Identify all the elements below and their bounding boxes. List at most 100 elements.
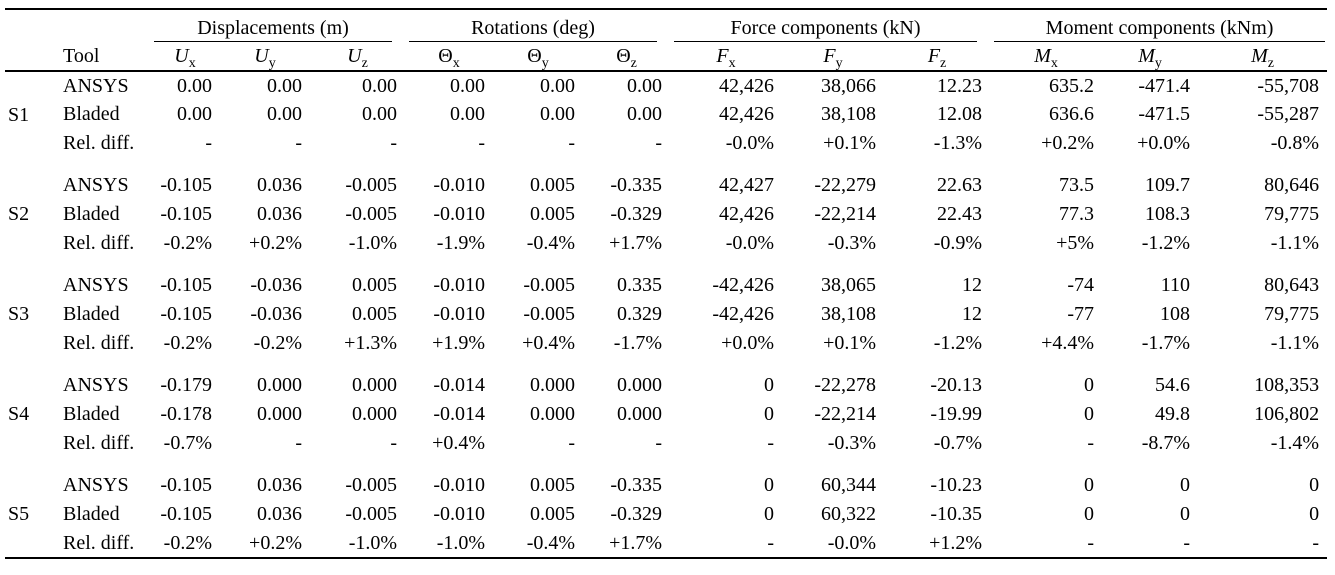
value-cell: 636.6 bbox=[1049, 103, 1095, 125]
section-gap-cell bbox=[5, 158, 1327, 171]
table-row-s5-bladed: Bladed -0.105 0.036 -0.005 -0.010 0.005 -0.329… bbox=[5, 500, 1327, 529]
value-cell: 0.00 bbox=[267, 74, 302, 97]
group-label-force-components: Force components (kN) bbox=[730, 17, 921, 39]
tool-cell: Rel. diff. bbox=[63, 232, 135, 254]
value-cell: -471.5 bbox=[1138, 103, 1191, 125]
header-spacer bbox=[5, 42, 55, 72]
value-cell: - bbox=[568, 132, 576, 154]
value-cell: -1.0% bbox=[436, 531, 486, 554]
value-cell: 0.036 bbox=[257, 503, 302, 525]
tool-cell: ANSYS bbox=[63, 474, 129, 496]
value-cell: -471.4 bbox=[1138, 74, 1191, 97]
value-cell: -10.23 bbox=[930, 474, 983, 496]
section-label-s1: S1 bbox=[8, 103, 30, 126]
value-cell: 0.000 bbox=[617, 374, 663, 396]
value-cell: -0.329 bbox=[610, 203, 663, 225]
table-row-s3-rel-diff: Rel. diff. -0.2% -0.2% +1.3% +1.9% +0.4% -1.7%… bbox=[5, 329, 1327, 358]
column-header-u-x: Ux bbox=[150, 42, 220, 72]
value-cell: 80,643 bbox=[1264, 274, 1320, 296]
value-cell: -77 bbox=[1067, 303, 1095, 325]
header-spacer bbox=[5, 9, 150, 42]
value-cell: 22.63 bbox=[937, 174, 983, 196]
value-cell: -0.105 bbox=[160, 474, 212, 496]
value-cell: +0.1% bbox=[823, 132, 877, 154]
value-cell: 77.3 bbox=[1059, 203, 1095, 225]
value-cell: -0.2% bbox=[163, 332, 212, 354]
value-cell: 42,426 bbox=[719, 74, 775, 97]
value-cell: 38,108 bbox=[821, 103, 877, 125]
value-cell: 0.329 bbox=[617, 303, 663, 325]
tool-cell: Bladed bbox=[63, 103, 120, 125]
value-cell: -0.105 bbox=[160, 274, 212, 296]
value-cell: - bbox=[390, 132, 398, 154]
tool-cell: Rel. diff. bbox=[63, 332, 135, 354]
value-cell: 0.005 bbox=[530, 174, 576, 196]
value-cell: -20.13 bbox=[930, 374, 983, 396]
value-cell: -0.329 bbox=[610, 503, 663, 525]
group-header-force-components: Force components (kN) bbox=[670, 9, 990, 42]
value-cell: 54.6 bbox=[1155, 374, 1191, 396]
value-cell: -10.35 bbox=[930, 503, 983, 525]
group-header-moment-components: Moment components (kNm) bbox=[990, 9, 1327, 42]
section-gap-cell bbox=[5, 458, 1327, 471]
value-cell: - bbox=[767, 432, 775, 454]
value-cell: - bbox=[1087, 531, 1095, 554]
tool-cell: Bladed bbox=[63, 503, 120, 525]
column-header-row: Tool Ux Uy Uz Θx Θy Θz Fx Fy Fz Mx My Mz bbox=[5, 42, 1328, 72]
value-cell: -42,426 bbox=[712, 303, 775, 325]
value-cell: +0.4% bbox=[432, 432, 486, 454]
value-cell: 42,427 bbox=[719, 174, 775, 196]
table-row-s1-bladed: Bladed 0.00 0.00 0.00 0.00 0.00 0.00 42,426 38,1… bbox=[5, 100, 1327, 129]
value-cell: 42,426 bbox=[719, 203, 775, 225]
value-cell: - bbox=[1183, 531, 1191, 554]
value-cell: 0 bbox=[1084, 374, 1095, 396]
value-cell: 60,344 bbox=[821, 474, 877, 496]
value-cell: -0.010 bbox=[433, 274, 486, 296]
value-cell: 0 bbox=[1180, 503, 1191, 525]
value-cell: - bbox=[205, 132, 212, 154]
value-cell: -0.005 bbox=[345, 503, 398, 525]
table-row-s3-bladed: Bladed -0.105 -0.036 0.005 -0.010 -0.005 0.329… bbox=[5, 300, 1327, 329]
value-cell: +0.2% bbox=[1041, 132, 1095, 154]
group-label-moment-components: Moment components (kNm) bbox=[1045, 17, 1274, 39]
value-cell: -1.2% bbox=[933, 332, 983, 354]
value-cell: - bbox=[295, 432, 302, 454]
value-cell: 108.3 bbox=[1145, 203, 1191, 225]
column-header-theta-z: Θz bbox=[583, 42, 671, 72]
value-cell: -0.105 bbox=[160, 174, 212, 196]
table-row-s1-rel-diff: Rel. diff. - - - - - - -0.0% +0.1% -1.3% +0.2% +0.0… bbox=[5, 129, 1327, 158]
section-gap bbox=[5, 458, 1327, 471]
value-cell: 0 bbox=[1180, 474, 1191, 496]
value-cell: -22,279 bbox=[814, 174, 877, 196]
value-cell: 0.005 bbox=[530, 474, 576, 496]
value-cell: -0.7% bbox=[933, 432, 983, 454]
value-cell: 0.000 bbox=[352, 374, 398, 396]
value-cell: 0.000 bbox=[617, 403, 663, 425]
value-cell: -0.0% bbox=[827, 531, 877, 554]
value-cell: -0.010 bbox=[433, 474, 486, 496]
value-cell: -0.005 bbox=[523, 303, 576, 325]
section-gap-cell bbox=[5, 358, 1327, 371]
value-cell: 0.00 bbox=[267, 103, 302, 125]
value-cell: 0.00 bbox=[627, 74, 663, 97]
group-header-row: Displacements (m) Rotations (deg) Force … bbox=[5, 9, 1327, 42]
value-cell: +1.2% bbox=[929, 531, 983, 554]
value-cell: 12 bbox=[962, 303, 983, 325]
value-cell: 0.000 bbox=[530, 374, 576, 396]
value-cell: +1.7% bbox=[609, 531, 663, 554]
table-row-s2-rel-diff: Rel. diff. -0.2% +0.2% -1.0% -1.9% -0.4% +1.7%… bbox=[5, 229, 1327, 258]
value-cell: -0.105 bbox=[160, 203, 212, 225]
value-cell: +0.0% bbox=[1137, 132, 1191, 154]
value-cell: 109.7 bbox=[1145, 174, 1191, 196]
value-cell: 0.335 bbox=[617, 274, 663, 296]
value-cell: 0.00 bbox=[627, 103, 663, 125]
value-cell: 0 bbox=[1309, 474, 1320, 496]
value-cell: - bbox=[478, 132, 486, 154]
tool-cell: Rel. diff. bbox=[63, 132, 135, 154]
value-cell: -19.99 bbox=[930, 403, 983, 425]
value-cell: +0.2% bbox=[249, 531, 302, 554]
value-cell: 0 bbox=[764, 503, 775, 525]
value-cell: 0.000 bbox=[530, 403, 576, 425]
value-cell: 22.43 bbox=[937, 203, 983, 225]
value-cell: -0.179 bbox=[160, 374, 212, 396]
